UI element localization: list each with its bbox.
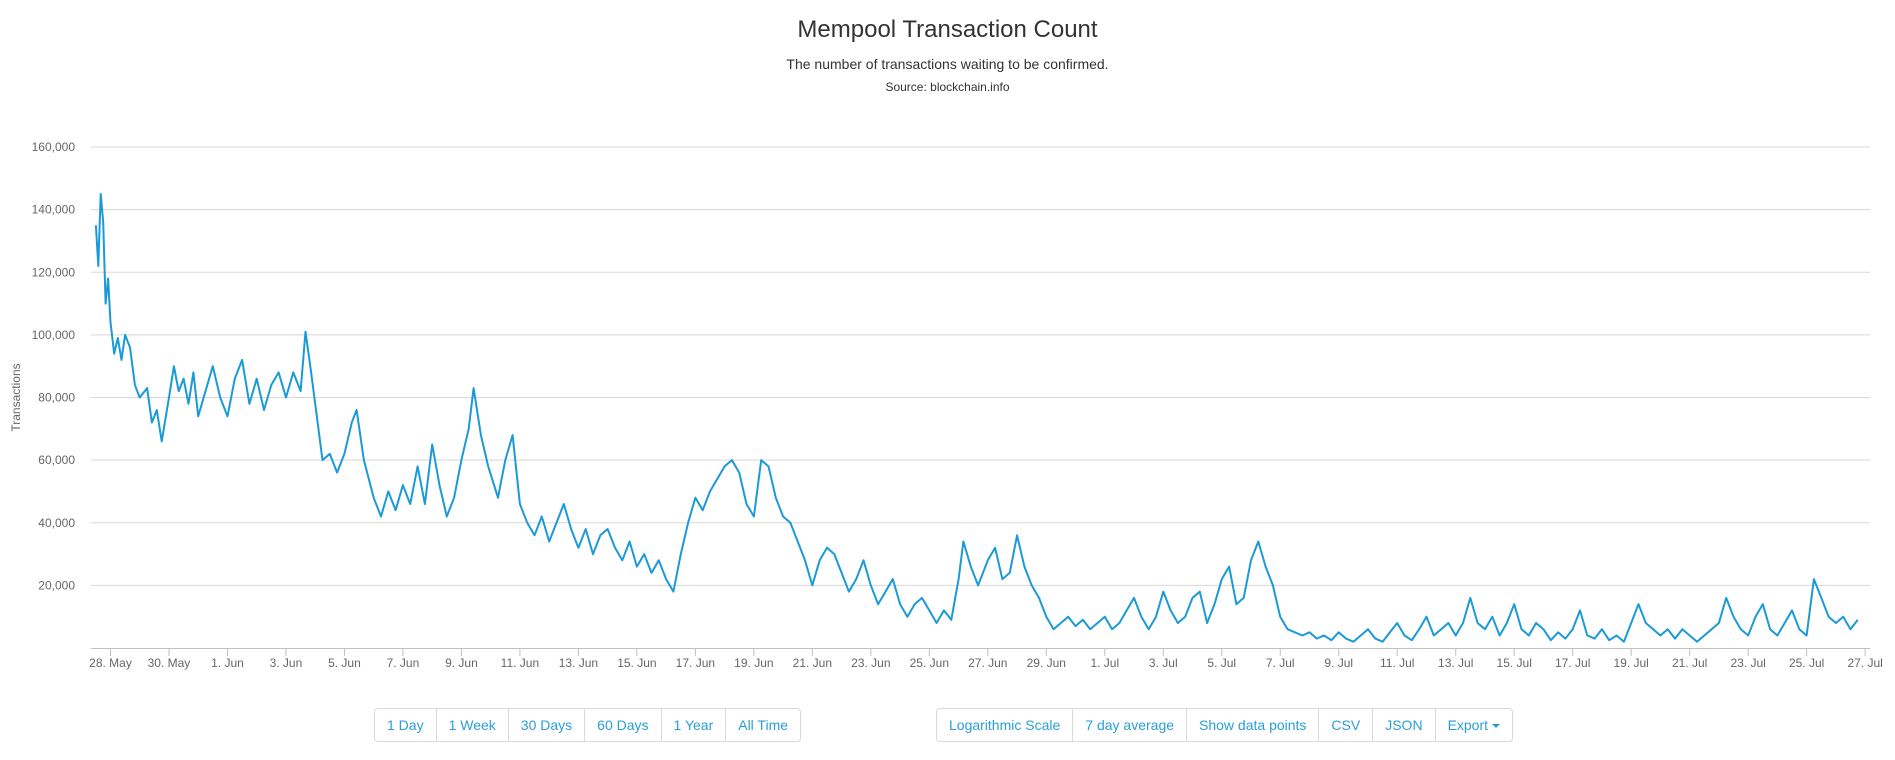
- x-tick-label: 17. Jul: [1555, 656, 1590, 670]
- x-tick-label: 21. Jul: [1672, 656, 1707, 670]
- range-button-1-day[interactable]: 1 Day: [387, 717, 424, 733]
- x-tick-label: 15. Jul: [1497, 656, 1532, 670]
- x-tick-label: 13. Jul: [1438, 656, 1473, 670]
- x-tick-label: 19. Jul: [1613, 656, 1648, 670]
- y-tick-label: 120,000: [32, 265, 76, 279]
- x-tick-label: 25. Jun: [910, 656, 949, 670]
- x-tick-label: 7. Jul: [1266, 656, 1295, 670]
- range-button-30-days[interactable]: 30 Days: [507, 709, 584, 741]
- x-tick-label: 11. Jul: [1380, 656, 1414, 670]
- x-tick-label: 5. Jun: [328, 656, 361, 670]
- x-tick-label: 1. Jul: [1090, 656, 1119, 670]
- option-button-group: Logarithmic Scale 7 day average Show dat…: [936, 708, 1514, 742]
- json-button[interactable]: JSON: [1372, 709, 1434, 741]
- x-tick-label: 13. Jun: [559, 656, 598, 670]
- caret-down-icon: [1492, 724, 1501, 729]
- chart-subtitle: The number of transactions waiting to be…: [786, 56, 1109, 72]
- x-tick-label: 23. Jul: [1730, 656, 1765, 670]
- seven-day-average-button[interactable]: 7 day average: [1072, 709, 1186, 741]
- y-tick-label: 160,000: [32, 140, 76, 154]
- y-tick-label: 100,000: [32, 328, 76, 342]
- csv-button[interactable]: CSV: [1318, 709, 1372, 741]
- series-line: [94, 193, 1859, 643]
- x-tick-label: 7. Jun: [387, 656, 420, 670]
- x-tick-label: 3. Jul: [1149, 656, 1178, 670]
- logarithmic-scale-button[interactable]: Logarithmic Scale: [949, 717, 1061, 733]
- x-tick-label: 5. Jul: [1207, 656, 1236, 670]
- x-tick-label: 28. May: [89, 656, 132, 670]
- x-tick-label: 17. Jun: [676, 656, 715, 670]
- x-tick-label: 27. Jul: [1847, 656, 1882, 670]
- range-button-all-time[interactable]: All Time: [725, 709, 800, 741]
- x-tick-label: 30. May: [148, 656, 191, 670]
- x-tick-label: 27. Jun: [968, 656, 1007, 670]
- y-tick-label: 40,000: [38, 516, 75, 530]
- chart-svg: 20,000 40,000 60,000 80,000 100,000 120,000 14…: [9, 140, 1883, 670]
- range-button-1-week[interactable]: 1 Week: [435, 709, 508, 741]
- x-tick-label: 9. Jul: [1324, 656, 1353, 670]
- x-tick-label: 29. Jun: [1027, 656, 1066, 670]
- range-button-1-year[interactable]: 1 Year: [660, 709, 726, 741]
- export-label: Export: [1447, 717, 1489, 733]
- x-tick-label: 15. Jun: [617, 656, 656, 670]
- chart-title: Mempool Transaction Count: [797, 16, 1098, 43]
- x-tick-label: 9. Jun: [445, 656, 478, 670]
- x-tick-label: 11. Jun: [501, 656, 539, 670]
- y-tick-label: 60,000: [38, 453, 75, 467]
- y-axis-title: Transactions: [9, 363, 23, 431]
- x-tick-label: 1. Jun: [211, 656, 244, 670]
- x-tick-label: 25. Jul: [1789, 656, 1824, 670]
- x-tick-label: 3. Jun: [270, 656, 303, 670]
- x-tick-label: 21. Jun: [793, 656, 832, 670]
- x-tick-label: 23. Jun: [851, 656, 890, 670]
- y-tick-label: 140,000: [32, 203, 76, 217]
- range-button-group: 1 Day 1 Week 30 Days 60 Days 1 Year All …: [374, 708, 802, 742]
- y-tick-label: 20,000: [38, 578, 75, 592]
- x-tick-label: 19. Jun: [734, 656, 773, 670]
- chart-source: Source: blockchain.info: [885, 80, 1010, 94]
- show-data-points-button[interactable]: Show data points: [1186, 709, 1318, 741]
- range-button-60-days[interactable]: 60 Days: [584, 709, 660, 741]
- y-tick-label: 80,000: [38, 391, 75, 405]
- export-button[interactable]: Export: [1434, 709, 1512, 741]
